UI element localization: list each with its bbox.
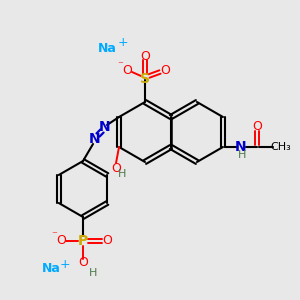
Text: O: O: [252, 121, 262, 134]
Text: Na: Na: [98, 41, 116, 55]
Text: P: P: [78, 234, 88, 248]
Text: H: H: [118, 169, 126, 179]
Text: N: N: [99, 120, 111, 134]
Text: CH₃: CH₃: [271, 142, 291, 152]
Text: O: O: [111, 161, 121, 175]
Text: O: O: [56, 235, 66, 248]
Text: S: S: [140, 72, 150, 86]
Text: +: +: [118, 35, 128, 49]
Text: O: O: [102, 235, 112, 248]
Text: Na: Na: [42, 262, 61, 275]
Text: H: H: [238, 150, 246, 160]
Text: O: O: [78, 256, 88, 269]
Text: O: O: [122, 64, 132, 76]
Text: H: H: [89, 268, 97, 278]
Text: ⁻: ⁻: [117, 60, 123, 70]
Text: O: O: [160, 64, 170, 76]
Text: ⁻: ⁻: [51, 230, 57, 240]
Text: N: N: [235, 140, 247, 154]
Text: N: N: [89, 132, 101, 146]
Text: +: +: [60, 257, 70, 271]
Text: O: O: [140, 50, 150, 62]
